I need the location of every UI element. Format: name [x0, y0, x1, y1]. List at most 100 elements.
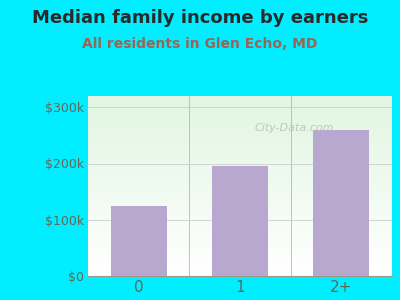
Bar [88, 133, 392, 134]
Text: All residents in Glen Echo, MD: All residents in Glen Echo, MD [82, 38, 318, 52]
Bar [88, 269, 392, 270]
Bar [88, 167, 392, 168]
Bar [88, 142, 392, 143]
Bar [88, 241, 392, 242]
Bar [88, 102, 392, 103]
Bar [88, 247, 392, 248]
Bar [88, 211, 392, 212]
Bar [88, 259, 392, 260]
Bar [88, 188, 392, 190]
Bar [88, 122, 392, 124]
Bar [88, 190, 392, 191]
Bar [88, 145, 392, 146]
Bar [88, 233, 392, 234]
Bar [88, 268, 392, 269]
Bar [88, 194, 392, 196]
Bar [88, 172, 392, 173]
Bar [88, 214, 392, 215]
Bar [88, 134, 392, 136]
Bar [88, 232, 392, 233]
Bar [88, 198, 392, 199]
Bar [88, 176, 392, 178]
Bar [88, 227, 392, 228]
Text: Median family income by earners: Median family income by earners [32, 9, 368, 27]
Bar [88, 264, 392, 265]
Bar [88, 182, 392, 184]
Bar [88, 229, 392, 230]
Bar [88, 242, 392, 244]
Bar [88, 254, 392, 256]
Bar [88, 137, 392, 138]
Bar [88, 252, 392, 253]
Bar [88, 106, 392, 107]
Bar [88, 185, 392, 186]
Bar [88, 160, 392, 161]
Bar [88, 186, 392, 187]
Bar [88, 98, 392, 100]
Bar [88, 253, 392, 254]
Bar [88, 238, 392, 239]
Bar [88, 199, 392, 200]
Bar [88, 175, 392, 176]
Bar [314, 130, 369, 276]
Bar [88, 221, 392, 222]
Bar [88, 256, 392, 257]
Bar [88, 218, 392, 220]
Text: City-Data.com: City-Data.com [255, 123, 334, 134]
Bar [88, 251, 392, 252]
Bar [88, 100, 392, 101]
Bar [88, 197, 392, 198]
Bar [88, 107, 392, 108]
Bar [88, 116, 392, 118]
Bar [88, 149, 392, 150]
Bar [88, 161, 392, 162]
Bar [88, 121, 392, 122]
Bar [88, 97, 392, 98]
Bar [88, 130, 392, 131]
Bar [88, 206, 392, 208]
Bar [88, 138, 392, 139]
Bar [88, 205, 392, 206]
Bar [88, 109, 392, 110]
Bar [88, 166, 392, 167]
Bar [88, 140, 392, 142]
Bar [88, 191, 392, 192]
Bar [88, 168, 392, 169]
Bar [88, 143, 392, 144]
Bar [88, 212, 392, 214]
Bar [88, 178, 392, 179]
Bar [88, 169, 392, 170]
Bar [88, 230, 392, 232]
Bar [88, 103, 392, 104]
Bar [88, 208, 392, 209]
Bar [88, 118, 392, 119]
Bar [88, 226, 392, 227]
Bar [88, 239, 392, 240]
Bar [88, 151, 392, 152]
Bar [88, 108, 392, 109]
Bar [88, 202, 392, 203]
Bar [88, 248, 392, 250]
Bar [88, 96, 392, 97]
Bar [88, 101, 392, 102]
Bar [88, 157, 392, 158]
Bar [88, 222, 392, 223]
Bar [88, 275, 392, 276]
Bar [88, 246, 392, 247]
Bar [88, 113, 392, 114]
Bar [212, 166, 268, 276]
Bar [88, 115, 392, 116]
Bar [88, 236, 392, 238]
Bar [88, 220, 392, 221]
Bar [88, 266, 392, 268]
Bar [88, 193, 392, 194]
Bar [88, 209, 392, 210]
Bar [88, 148, 392, 149]
Bar [88, 245, 392, 246]
Bar [88, 235, 392, 236]
Bar [88, 270, 392, 271]
Bar [88, 104, 392, 106]
Bar [88, 154, 392, 155]
Bar [88, 127, 392, 128]
Bar [88, 244, 392, 245]
